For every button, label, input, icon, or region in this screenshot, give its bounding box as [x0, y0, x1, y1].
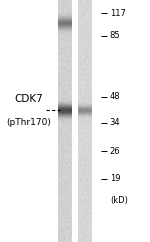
- Text: CDK7: CDK7: [14, 94, 43, 104]
- Text: 34: 34: [110, 118, 120, 128]
- Text: 26: 26: [110, 147, 120, 156]
- Text: 117: 117: [110, 9, 126, 18]
- Text: (kD): (kD): [110, 196, 128, 205]
- Text: (pThr170): (pThr170): [6, 118, 51, 127]
- Text: 85: 85: [110, 31, 120, 40]
- Text: 19: 19: [110, 174, 120, 183]
- Text: 48: 48: [110, 92, 120, 101]
